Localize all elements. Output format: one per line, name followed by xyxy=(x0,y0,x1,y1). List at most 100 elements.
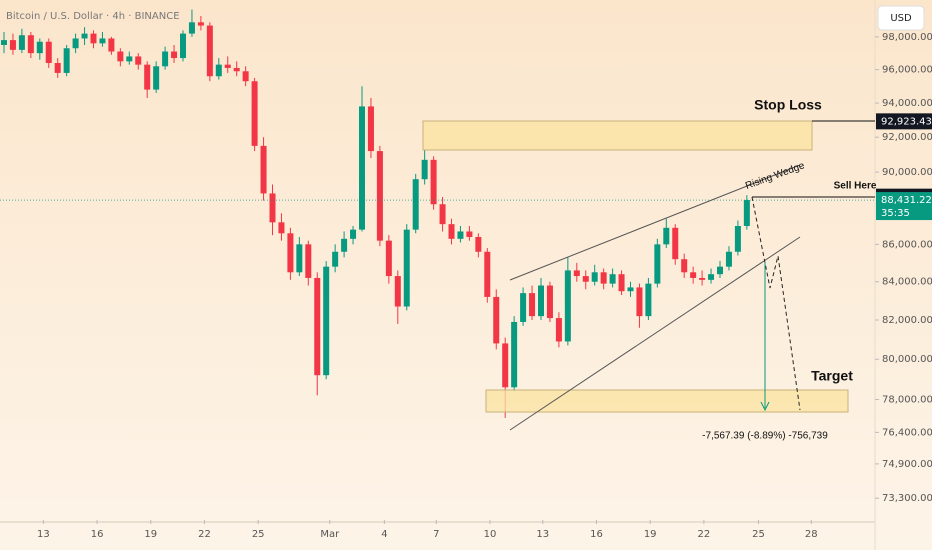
candle-body xyxy=(699,277,706,280)
y-tick-label: 78,000.00 xyxy=(882,394,932,405)
candle-body xyxy=(153,66,160,90)
y-tick-label: 98,000.00 xyxy=(882,32,932,43)
candle-body xyxy=(681,259,688,273)
candle-body xyxy=(81,33,88,39)
y-tick-label: 92,000.00 xyxy=(882,132,932,143)
candle-body xyxy=(690,272,697,278)
candle-body xyxy=(171,51,178,59)
candle-body xyxy=(654,244,661,284)
candle-body xyxy=(376,151,383,241)
x-tick-label: 16 xyxy=(91,529,104,540)
sell-label: Sell Here xyxy=(834,181,877,192)
candle-body xyxy=(323,266,330,376)
y-tick-label: 90,000.00 xyxy=(882,167,932,178)
candle-body xyxy=(242,71,249,82)
target-label: Target xyxy=(811,368,853,384)
x-tick-label: 4 xyxy=(381,529,387,540)
last-price-label: 88,431.22 xyxy=(881,195,932,206)
candle-body xyxy=(278,222,285,234)
x-tick-label: 22 xyxy=(698,529,711,540)
candle-body xyxy=(359,106,365,230)
price-tag-label: 92,923.43 xyxy=(881,116,932,127)
candle-body xyxy=(90,33,97,44)
candle-body xyxy=(233,67,240,72)
y-tick-label: 96,000.00 xyxy=(882,65,932,76)
x-tick-label: 7 xyxy=(433,529,439,540)
candle-body xyxy=(269,193,276,223)
candle-body xyxy=(725,251,732,267)
x-tick-label: 16 xyxy=(590,529,603,540)
candle-body xyxy=(448,224,455,239)
stop-loss-zone xyxy=(422,120,813,151)
candle-body xyxy=(591,272,598,282)
candle-body xyxy=(162,51,169,67)
candle-body xyxy=(63,48,70,73)
candle-body xyxy=(224,64,231,68)
candle-body xyxy=(188,22,195,34)
price-tag xyxy=(876,113,932,130)
wedge-lower xyxy=(509,236,801,431)
candle-body xyxy=(520,293,527,322)
candle-body xyxy=(734,225,741,252)
candle-body xyxy=(430,159,437,205)
candle-body xyxy=(466,231,473,237)
y-tick-label: 80,000.00 xyxy=(882,354,932,365)
x-tick-label: 25 xyxy=(752,529,765,540)
candle-body xyxy=(36,41,43,54)
last-price-tag xyxy=(876,192,932,221)
candle-body xyxy=(618,274,625,292)
candle-body xyxy=(305,244,312,278)
measure-arrow-head xyxy=(760,401,770,412)
x-tick-label: 25 xyxy=(252,529,265,540)
candle-body xyxy=(546,285,553,319)
currency-label[interactable]: USD xyxy=(890,13,912,24)
x-tick-label: Mar xyxy=(320,529,340,540)
candle-body xyxy=(341,238,348,252)
candle-body xyxy=(511,321,518,388)
candle-body xyxy=(529,293,536,317)
candle-body xyxy=(206,25,213,77)
candle-body xyxy=(72,38,79,49)
candle-body xyxy=(421,159,428,180)
candle-body xyxy=(502,343,509,388)
x-tick-label: 28 xyxy=(805,529,818,540)
y-tick-label: 84,000.00 xyxy=(882,277,932,288)
y-tick-label: 74,900.00 xyxy=(882,459,932,470)
candle-body xyxy=(484,251,491,297)
measure-label: -7,567.39 (-8.89%) -756,739 xyxy=(702,431,828,442)
candle-body xyxy=(27,35,34,54)
candle-body xyxy=(45,41,52,64)
y-tick-label: 94,000.00 xyxy=(882,98,932,109)
candle-body xyxy=(573,270,580,277)
candle-body xyxy=(582,276,589,282)
x-tick-label: 10 xyxy=(484,529,497,540)
candle-body xyxy=(350,229,357,239)
candle-body xyxy=(126,56,133,62)
candle-body xyxy=(403,229,410,307)
candle-body xyxy=(672,227,679,260)
stop-loss-label: Stop Loss xyxy=(754,97,822,113)
candle-body xyxy=(99,38,106,44)
candle-body xyxy=(144,64,151,90)
candle-body xyxy=(663,227,670,245)
wedge-upper xyxy=(509,164,801,281)
x-tick-label: 19 xyxy=(644,529,657,540)
projection-path xyxy=(751,196,801,411)
currency-button[interactable] xyxy=(877,5,925,31)
target-zone xyxy=(485,389,849,413)
candle-body xyxy=(394,276,401,307)
candle-body xyxy=(135,56,142,65)
candle-body xyxy=(475,236,482,252)
candle-body xyxy=(708,274,715,280)
candle-body xyxy=(743,200,750,226)
candle-body xyxy=(555,318,562,342)
candle-body xyxy=(314,277,321,376)
candle-body xyxy=(645,283,652,317)
candle-body xyxy=(332,251,339,267)
candle-body xyxy=(717,266,723,275)
candle-body xyxy=(9,40,16,50)
candle-body xyxy=(636,287,643,317)
y-tick-label: 73,300.00 xyxy=(882,493,932,504)
